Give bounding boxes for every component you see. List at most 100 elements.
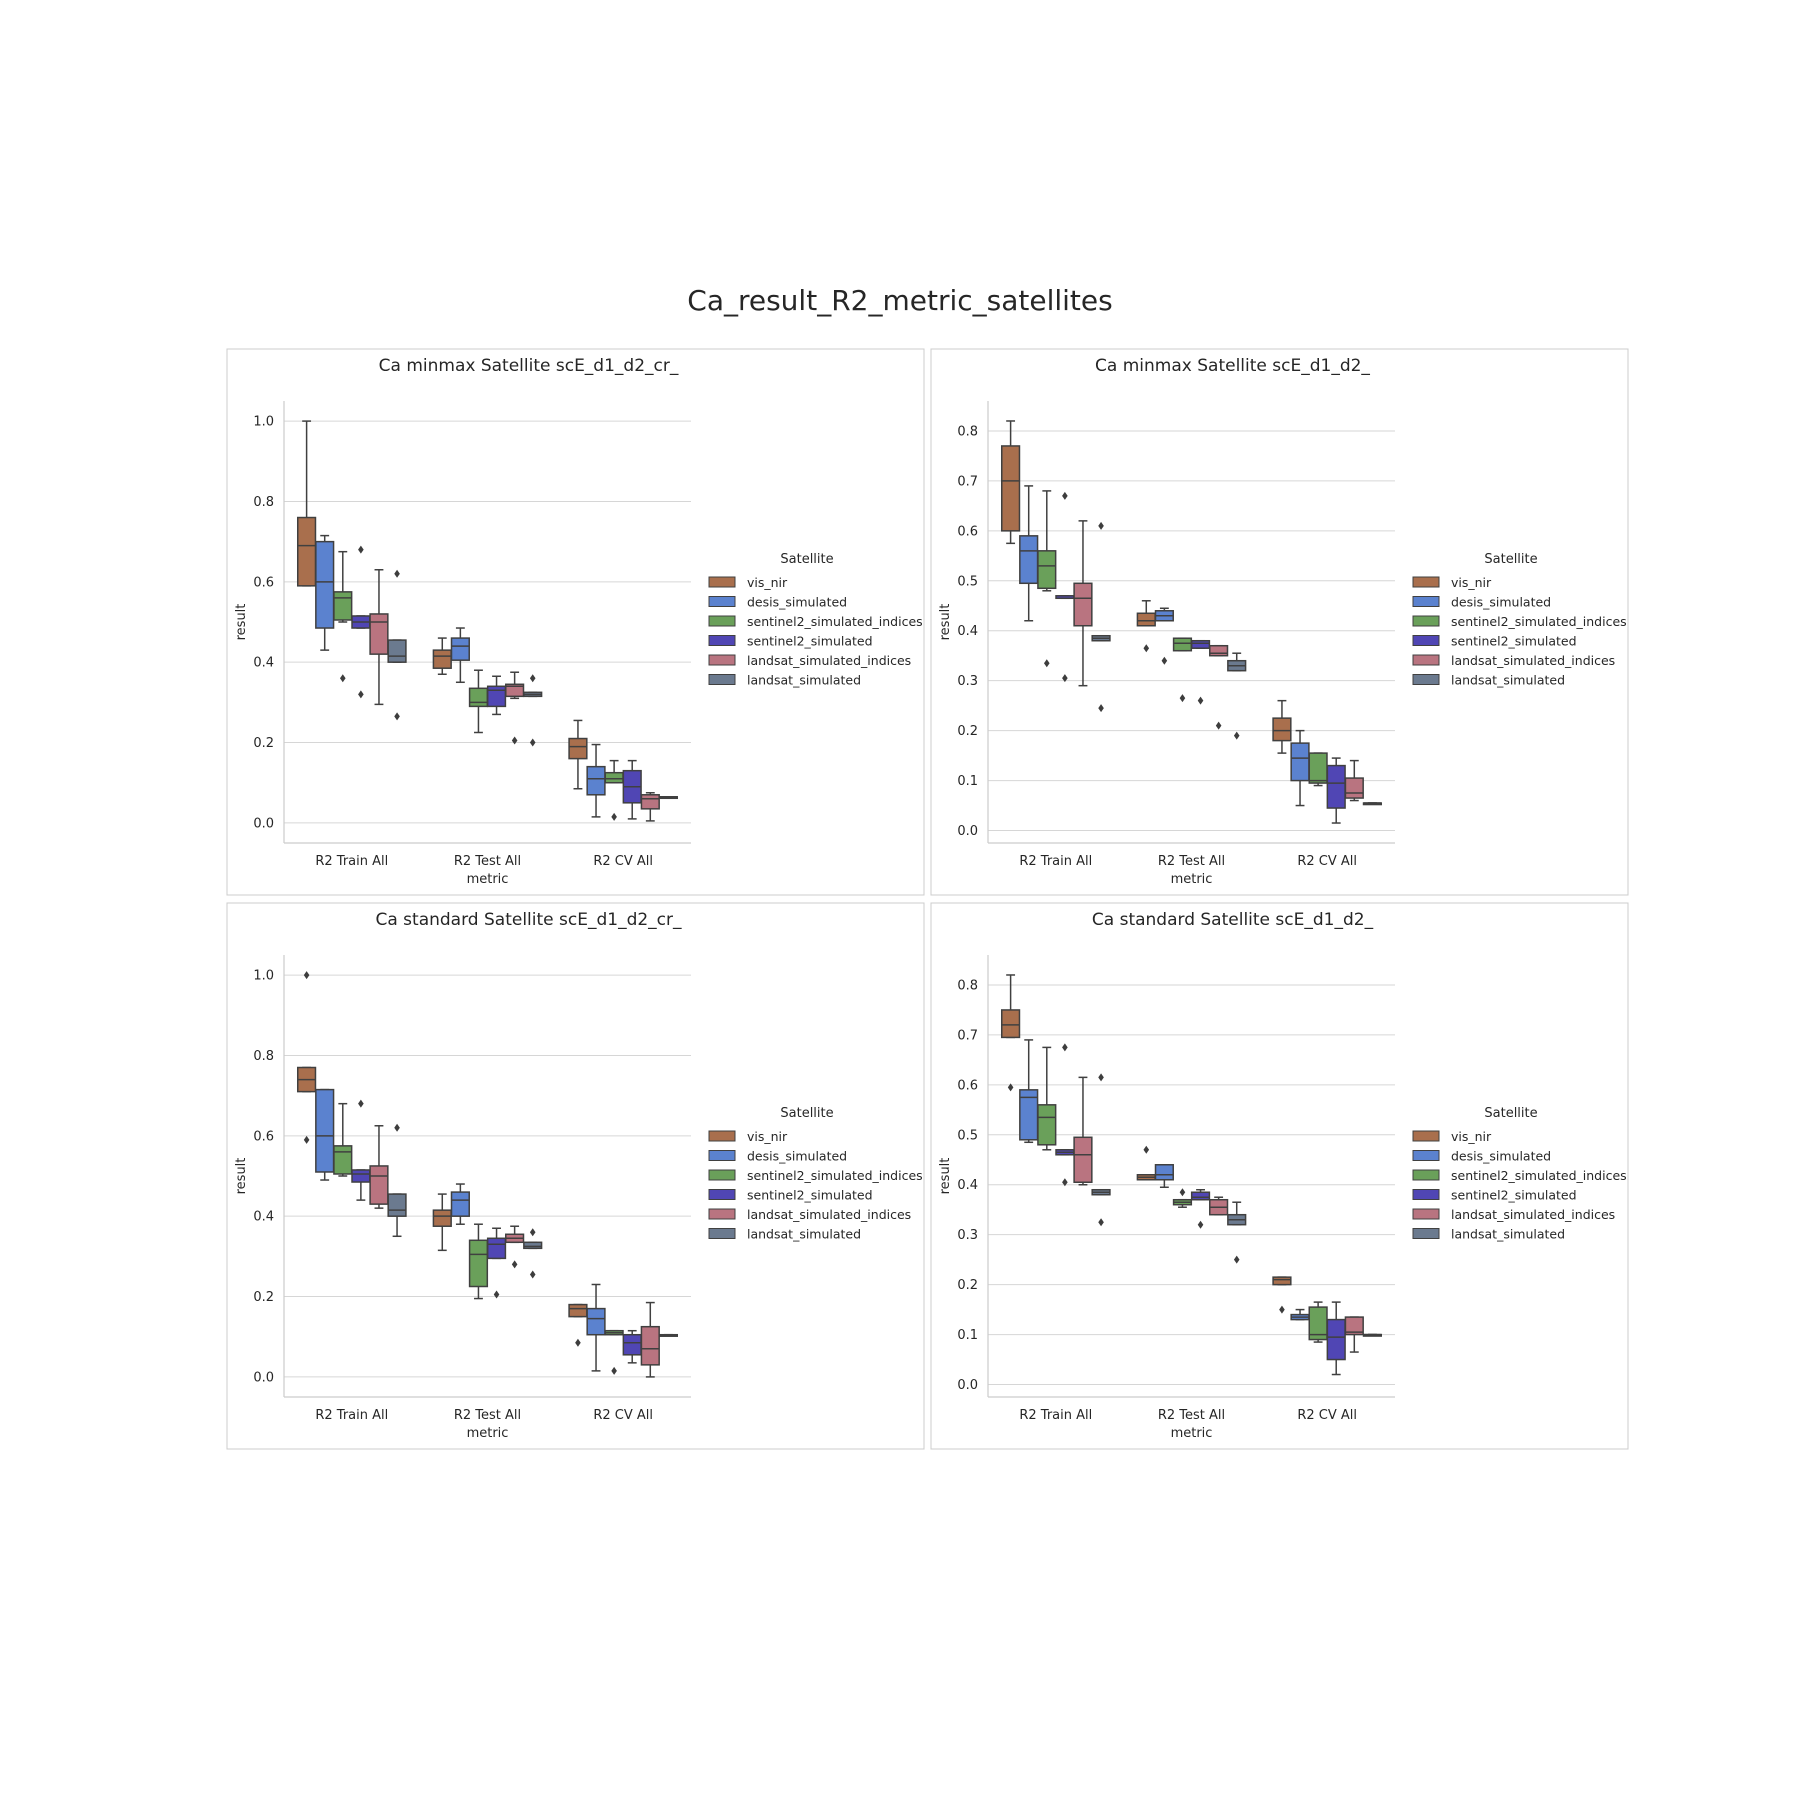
flier-point <box>529 1270 536 1279</box>
x-axis-label: metric <box>467 1426 509 1441</box>
x-axis-label: metric <box>467 872 509 887</box>
box-sentinel2_simulated_indices-1 <box>1172 1188 1193 1208</box>
box-desis_simulated-1 <box>450 1183 470 1225</box>
box-landsat_simulated_indices-0 <box>369 569 389 706</box>
box-sentinel2_simulated_indices-0 <box>1037 1046 1057 1151</box>
box-sentinel2_simulated_indices-0 <box>333 550 353 683</box>
box-landsat_simulated-2 <box>1362 802 1383 806</box>
box-body <box>468 1239 489 1288</box>
legend-title: Satellite <box>1484 1106 1537 1121</box>
legend-swatch-vis_nir <box>1412 576 1440 588</box>
legend-swatch-sentinel2_simulated_indices <box>708 1169 736 1181</box>
box-landsat_simulated-2 <box>658 1333 679 1337</box>
y-tick-label: 0.4 <box>957 624 978 639</box>
legend-label: vis_nir <box>1451 1129 1492 1144</box>
legend-label: sentinel2_simulated_indices <box>747 614 923 629</box>
box-sentinel2_simulated-0 <box>351 545 371 699</box>
box-landsat_simulated_indices-1 <box>505 671 525 745</box>
flier-point <box>1062 491 1068 500</box>
box-body <box>333 591 353 621</box>
box-desis_simulated-1 <box>450 627 470 684</box>
x-tick-label: R2 CV All <box>1297 854 1357 869</box>
flier-point <box>1279 1305 1285 1314</box>
y-tick-label: 0.5 <box>957 1128 978 1143</box>
box-sentinel2_simulated_indices-0 <box>1037 490 1057 668</box>
box-desis_simulated-2 <box>586 1283 606 1372</box>
legend-swatch-sentinel2_simulated <box>1412 635 1440 646</box>
y-tick-label: 0.5 <box>957 574 978 589</box>
box-landsat_simulated-1 <box>523 1228 543 1279</box>
box-body <box>1136 612 1156 627</box>
box-vis_nir-2 <box>1272 699 1292 754</box>
y-tick-label: 0.6 <box>253 575 274 590</box>
legend-swatch-vis_nir <box>708 576 736 588</box>
legend-swatch-vis_nir <box>1412 1130 1440 1142</box>
flier-point <box>1161 656 1168 665</box>
y-tick-label: 0.4 <box>957 1178 978 1193</box>
legend-swatch-landsat_simulated_indices <box>708 654 736 666</box>
box-desis_simulated-2 <box>1290 1308 1310 1321</box>
box-body <box>1037 1104 1057 1146</box>
legend-swatch-desis_simulated <box>708 596 736 607</box>
box-body <box>1209 644 1229 657</box>
box-landsat_simulated_indices-0 <box>1073 520 1093 687</box>
legend: Satellite vis_nir desis_simulated sentinel2… <box>708 552 923 688</box>
x-axis-label: metric <box>1171 1426 1213 1441</box>
legend-label: desis_simulated <box>1451 595 1551 610</box>
box-body <box>1308 752 1328 784</box>
y-tick-label: 0.8 <box>253 495 274 510</box>
flier-point <box>1233 731 1240 740</box>
y-tick-label: 1.0 <box>253 969 274 984</box>
box-body <box>1172 637 1193 652</box>
box-sentinel2_simulated-1 <box>1190 639 1211 705</box>
legend: Satellite vis_nir desis_simulated sentinel2… <box>708 1106 923 1242</box>
y-tick-label: 0.2 <box>253 736 274 751</box>
box-desis_simulated-1 <box>1154 607 1174 665</box>
legend-label: landsat_simulated <box>1451 1227 1565 1242</box>
y-tick-label: 0.6 <box>253 1129 274 1144</box>
box-sentinel2_simulated-2 <box>622 759 642 820</box>
box-desis_simulated-1 <box>1154 1164 1174 1188</box>
panel-3: Ca standard Satellite scE_d1_d2_cr_ 0.0 0.… <box>226 902 925 1450</box>
panel-title: Ca minmax Satellite scE_d1_d2_cr_ <box>379 356 679 376</box>
y-axis-label: result <box>938 604 953 641</box>
box-body <box>1344 1316 1364 1336</box>
legend-label: landsat_simulated <box>1451 673 1565 688</box>
y-tick-label: 0.3 <box>957 674 978 689</box>
flier-point <box>1007 1083 1014 1092</box>
x-tick-label: R2 Test All <box>1158 1408 1225 1423</box>
box-body <box>1073 582 1093 627</box>
box-sentinel2_simulated-1 <box>1190 1188 1211 1229</box>
box-landsat_simulated_indices-1 <box>1209 644 1229 730</box>
flier-point <box>339 674 346 683</box>
box-body <box>1000 445 1021 532</box>
box-body <box>1073 1136 1093 1183</box>
x-tick-label: R2 Train All <box>315 1408 388 1423</box>
box-body <box>432 649 452 669</box>
legend-swatch-desis_simulated <box>1412 1150 1440 1161</box>
legend-label: vis_nir <box>747 1129 788 1144</box>
flier-point <box>1098 521 1104 530</box>
flier-point <box>1062 1043 1068 1052</box>
box-vis_nir-0 <box>1000 974 1021 1092</box>
flier-point <box>511 1260 518 1269</box>
flier-point <box>1197 696 1204 705</box>
y-tick-label: 0.7 <box>957 474 978 489</box>
flier-point <box>1062 674 1068 683</box>
box-sentinel2_simulated-1 <box>486 1227 507 1299</box>
box-body <box>1272 1276 1292 1286</box>
box-body <box>586 765 606 796</box>
box-sentinel2_simulated_indices-2 <box>604 1329 624 1375</box>
legend-label: sentinel2_simulated <box>1451 634 1577 649</box>
box-sentinel2_simulated_indices-0 <box>333 1102 353 1177</box>
flier-point <box>1179 1188 1186 1197</box>
flier-point <box>394 712 400 721</box>
legend-label: sentinel2_simulated <box>747 1188 873 1203</box>
x-tick-label: R2 CV All <box>1297 1408 1357 1423</box>
box-sentinel2_simulated_indices-1 <box>468 1223 489 1300</box>
box-sentinel2_simulated_indices-2 <box>1308 1301 1328 1343</box>
box-sentinel2_simulated_indices-2 <box>604 759 624 821</box>
box-body <box>1344 777 1364 799</box>
y-tick-label: 0.7 <box>957 1028 978 1043</box>
